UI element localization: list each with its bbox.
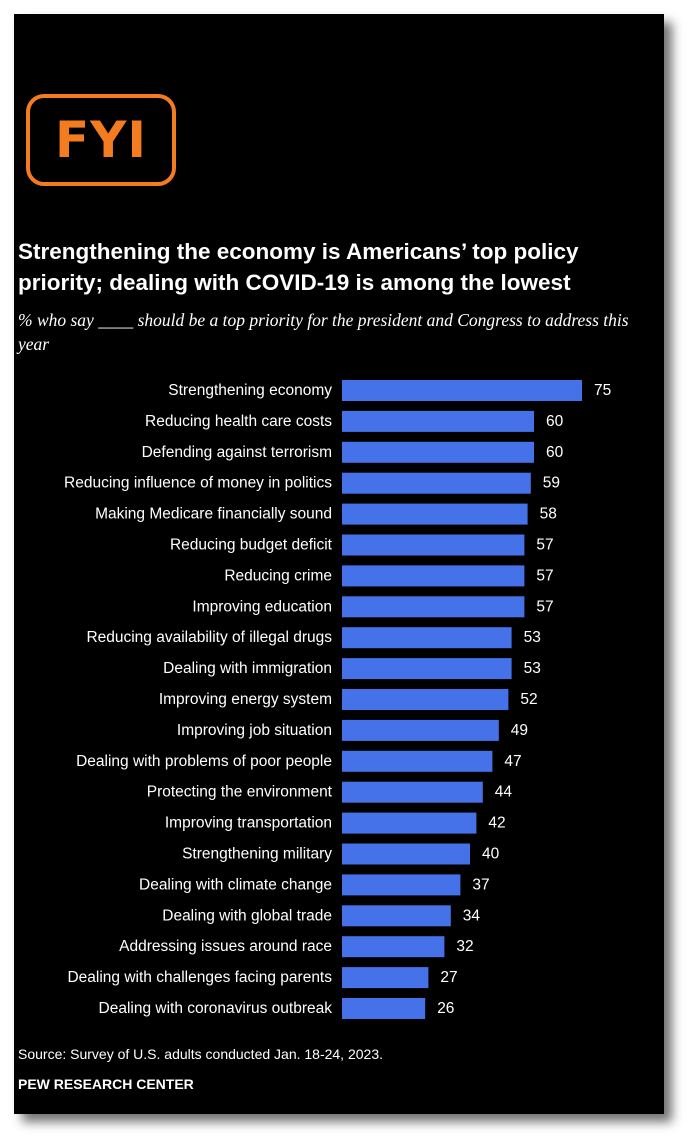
fyi-logo: FYI bbox=[26, 94, 176, 186]
bar bbox=[342, 503, 528, 525]
category-label: Strengthening military bbox=[182, 846, 332, 863]
value-label: 40 bbox=[482, 846, 500, 863]
value-label: 47 bbox=[504, 753, 521, 770]
source-note: Source: Survey of U.S. adults conducted … bbox=[18, 1046, 383, 1062]
value-label: 59 bbox=[543, 475, 560, 492]
category-label: Dealing with climate change bbox=[139, 876, 332, 893]
bar bbox=[342, 936, 445, 958]
value-label: 34 bbox=[463, 907, 481, 924]
chart-card: FYI Strengthening the economy is America… bbox=[14, 14, 664, 1114]
value-label: 37 bbox=[472, 876, 489, 893]
bar bbox=[342, 472, 531, 494]
bar bbox=[342, 410, 534, 432]
bar bbox=[342, 441, 534, 463]
bar bbox=[342, 565, 525, 587]
brand-name: PEW RESEARCH CENTER bbox=[18, 1076, 194, 1092]
bar bbox=[342, 380, 582, 401]
bar bbox=[342, 596, 525, 618]
category-label: Reducing influence of money in politics bbox=[64, 475, 332, 492]
value-label: 26 bbox=[437, 1000, 454, 1017]
value-label: 60 bbox=[546, 413, 564, 430]
bar-chart-svg: Strengthening economy 75 Reducing health c… bbox=[64, 380, 611, 1019]
bar bbox=[342, 998, 426, 1019]
value-label: 57 bbox=[536, 567, 553, 584]
bar bbox=[342, 658, 512, 680]
category-label: Dealing with problems of poor people bbox=[76, 753, 332, 770]
bar bbox=[342, 534, 525, 556]
value-label: 49 bbox=[511, 722, 528, 739]
value-label: 32 bbox=[456, 938, 473, 955]
category-label: Reducing health care costs bbox=[145, 413, 332, 430]
bar bbox=[342, 750, 493, 772]
category-label: Reducing availability of illegal drugs bbox=[86, 629, 332, 646]
bar bbox=[342, 905, 451, 927]
bar bbox=[342, 689, 509, 710]
category-label: Dealing with immigration bbox=[163, 660, 332, 677]
category-label: Dealing with challenges facing parents bbox=[67, 969, 332, 986]
bar bbox=[342, 812, 477, 834]
category-label: Dealing with global trade bbox=[162, 907, 332, 924]
bar bbox=[342, 781, 483, 803]
chart-subtitle: % who say ____ should be a top priority … bbox=[18, 310, 629, 354]
bar bbox=[342, 843, 470, 865]
bar bbox=[342, 967, 429, 989]
category-label: Improving energy system bbox=[159, 691, 332, 708]
category-label: Strengthening economy bbox=[168, 382, 332, 399]
bar bbox=[342, 627, 512, 649]
category-label: Making Medicare financially sound bbox=[95, 506, 332, 523]
value-label: 27 bbox=[440, 969, 457, 986]
value-label: 75 bbox=[594, 382, 611, 399]
chart-title: Strengthening the economy is Americans’ … bbox=[18, 239, 579, 295]
value-label: 53 bbox=[524, 660, 541, 677]
bar-chart: Strengthening economy 75 Reducing health c… bbox=[14, 376, 664, 1031]
value-label: 44 bbox=[495, 784, 513, 801]
category-label: Reducing budget deficit bbox=[170, 537, 333, 554]
value-label: 53 bbox=[524, 629, 541, 646]
category-label: Dealing with coronavirus outbreak bbox=[99, 1000, 333, 1017]
value-label: 58 bbox=[540, 506, 557, 523]
value-label: 42 bbox=[488, 815, 505, 832]
value-label: 60 bbox=[546, 444, 564, 461]
category-label: Protecting the environment bbox=[147, 784, 333, 801]
category-label: Addressing issues around race bbox=[119, 938, 332, 955]
category-label: Improving education bbox=[192, 598, 332, 615]
category-label: Defending against terrorism bbox=[142, 444, 332, 461]
value-label: 52 bbox=[520, 691, 537, 708]
category-label: Improving job situation bbox=[177, 722, 332, 739]
category-label: Improving transportation bbox=[165, 815, 332, 832]
value-label: 57 bbox=[536, 598, 553, 615]
bar bbox=[342, 874, 461, 896]
value-label: 57 bbox=[536, 537, 553, 554]
logo-text: FYI bbox=[55, 111, 147, 169]
bar bbox=[342, 719, 499, 741]
category-label: Reducing crime bbox=[224, 567, 332, 584]
